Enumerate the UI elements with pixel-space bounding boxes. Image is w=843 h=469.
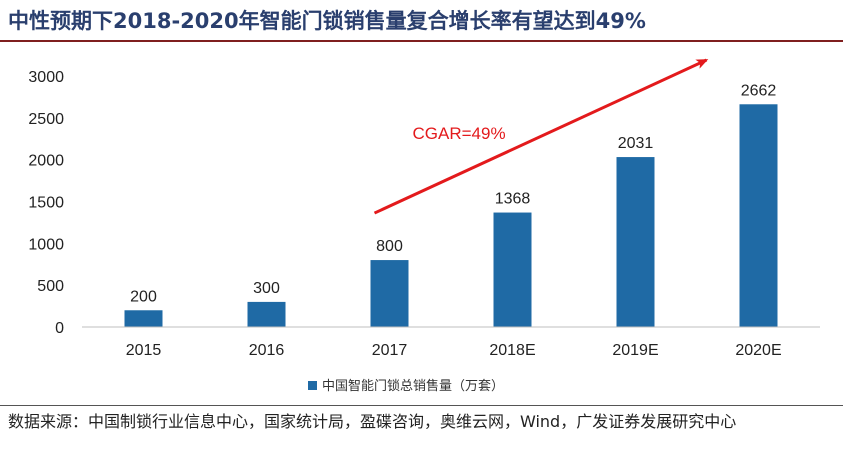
- bar-2017: [370, 260, 409, 327]
- y-axis: 0 500 1000 1500 2000 2500 3000: [28, 69, 64, 337]
- bar-2018E: [493, 212, 532, 327]
- x-tick-label: 2015: [126, 342, 162, 359]
- trend-arrow: [373, 58, 709, 215]
- bar-2016: [247, 301, 286, 327]
- cagr-annotation: CGAR=49%: [413, 124, 506, 143]
- x-tick-label: 2019E: [612, 342, 658, 359]
- x-axis: 2015 2016 2017 2018E 2019E 2020E: [126, 342, 782, 359]
- data-label: 2662: [741, 82, 777, 99]
- bar-2020E: [739, 104, 778, 328]
- data-label: 200: [130, 288, 157, 305]
- legend-swatch: [308, 381, 317, 390]
- y-tick-label: 0: [55, 320, 64, 337]
- x-tick-label: 2017: [372, 342, 408, 359]
- y-tick-label: 1500: [28, 195, 64, 212]
- data-label: 1368: [495, 191, 531, 208]
- data-label: 800: [376, 238, 403, 255]
- x-tick-label: 2018E: [489, 342, 535, 359]
- data-label: 300: [253, 280, 280, 297]
- y-tick-label: 2500: [28, 111, 64, 128]
- y-tick-label: 3000: [28, 69, 64, 86]
- legend: 中国智能门锁总销售量（万套）: [308, 378, 504, 394]
- chart-title: 中性预期下2018-2020年智能门锁销售量复合增长率有望达到49%: [8, 9, 646, 33]
- source-divider: [0, 405, 843, 406]
- bars: 200 300 800 1368 2031 2662: [124, 82, 778, 328]
- x-tick-label: 2016: [249, 342, 285, 359]
- title-divider: [0, 40, 843, 42]
- source-note: 数据来源：中国制锁行业信息中心，国家统计局，盈碟咨询，奥维云网，Wind，广发证…: [8, 412, 737, 431]
- bar-2019E: [616, 157, 655, 327]
- y-tick-label: 1000: [28, 236, 64, 253]
- legend-label: 中国智能门锁总销售量（万套）: [322, 378, 504, 394]
- data-label: 2031: [618, 135, 654, 152]
- x-tick-label: 2020E: [735, 342, 781, 359]
- bar-2015: [124, 310, 163, 327]
- y-tick-label: 2000: [28, 153, 64, 170]
- y-tick-label: 500: [37, 278, 64, 295]
